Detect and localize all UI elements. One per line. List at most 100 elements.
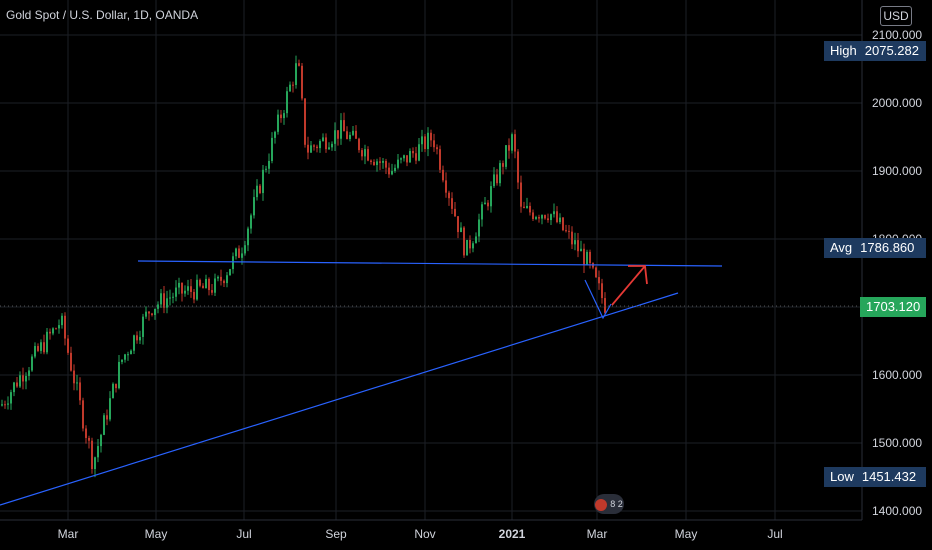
drawings [0, 260, 860, 506]
candle [31, 354, 33, 372]
candle-body [223, 280, 225, 284]
events-badge[interactable]: 8 2 [594, 494, 624, 514]
candle [139, 330, 141, 345]
price-axis[interactable]: 2100.0002000.0001900.0001800.0001700.000… [872, 28, 922, 518]
candle-body [349, 134, 351, 139]
candle [202, 283, 204, 289]
projection-arrow[interactable] [611, 265, 646, 306]
low-badge: Low 1451.432 [824, 467, 926, 487]
candle [127, 351, 129, 361]
avg-badge: Avg 1786.860 [824, 238, 926, 258]
projection-arrowhead[interactable] [628, 265, 648, 285]
candle [25, 372, 27, 390]
candle-body [523, 206, 525, 208]
candle-body [532, 212, 534, 219]
candle-body [172, 296, 174, 298]
candle [418, 137, 420, 162]
candle-body [283, 113, 285, 119]
candle [421, 129, 423, 152]
candle [181, 282, 183, 302]
candle [82, 397, 84, 432]
candle [499, 160, 501, 187]
candle-body [469, 239, 471, 249]
resistance-line[interactable] [137, 260, 723, 267]
candle-body [1, 404, 3, 406]
candle-body [514, 134, 516, 152]
candle-body [298, 63, 300, 66]
candle-body [175, 287, 177, 297]
candle-body [391, 170, 393, 175]
candle-body [499, 163, 501, 184]
candle-body [208, 278, 210, 291]
candle [367, 146, 369, 162]
candle-body [415, 153, 417, 161]
candle-body [274, 131, 276, 138]
candle-body [439, 149, 441, 170]
candle-body [193, 291, 195, 300]
candle [352, 125, 354, 137]
y-tick-label: 1600.000 [872, 368, 922, 382]
candle-body [40, 342, 42, 351]
high-value: 2075.282 [864, 43, 919, 58]
candle-body [151, 313, 153, 315]
candle [544, 214, 546, 220]
candle [322, 133, 324, 142]
candle-body [313, 145, 315, 147]
candle [193, 288, 195, 304]
candle-body [136, 335, 138, 341]
x-tick-label: Jul [767, 527, 782, 541]
candle-body [121, 359, 123, 362]
candle-body [97, 446, 99, 458]
candle [124, 353, 126, 363]
candle-body [265, 168, 267, 170]
candle-body [304, 98, 306, 145]
candle-body [388, 167, 390, 175]
time-axis[interactable]: Mar May Jul Sep Nov 2021 Mar May Jul [58, 527, 783, 541]
candle [109, 391, 111, 422]
wedge-drawing[interactable] [584, 279, 612, 320]
candle [481, 201, 483, 227]
candle [514, 129, 516, 159]
candle [52, 327, 54, 336]
candle-body [187, 286, 189, 291]
candle-body [166, 298, 168, 308]
y-tick-label: 1500.000 [872, 436, 922, 450]
candle-body [520, 182, 522, 207]
events-count: 8 [610, 499, 616, 509]
candle [292, 81, 294, 93]
candle [454, 201, 456, 217]
candle-body [481, 204, 483, 220]
candle [61, 313, 63, 329]
candle-body [91, 440, 93, 469]
candle [505, 145, 507, 170]
candle [319, 139, 321, 153]
candle-body [574, 240, 576, 245]
candle [373, 159, 375, 166]
candle-body [361, 150, 363, 157]
candle [469, 235, 471, 254]
candle-body [94, 457, 96, 469]
candle [130, 349, 132, 355]
currency-button[interactable]: USD [880, 6, 912, 26]
candle [46, 327, 48, 355]
candle [493, 167, 495, 188]
candle [460, 222, 462, 233]
candle [439, 145, 441, 173]
candle-body [526, 205, 528, 208]
candle [520, 175, 522, 213]
support-trendline[interactable] [0, 292, 679, 506]
candle-body [583, 248, 585, 266]
candle [595, 266, 597, 279]
candle [550, 213, 552, 225]
candle-body [73, 370, 75, 384]
candle [409, 148, 411, 163]
candle [394, 164, 396, 173]
candle [400, 157, 402, 164]
candle-body [403, 155, 405, 159]
candle-body [457, 216, 459, 233]
candle-body [442, 169, 444, 181]
candle-body [325, 137, 327, 150]
candle-body [25, 375, 27, 382]
candle [370, 159, 372, 165]
